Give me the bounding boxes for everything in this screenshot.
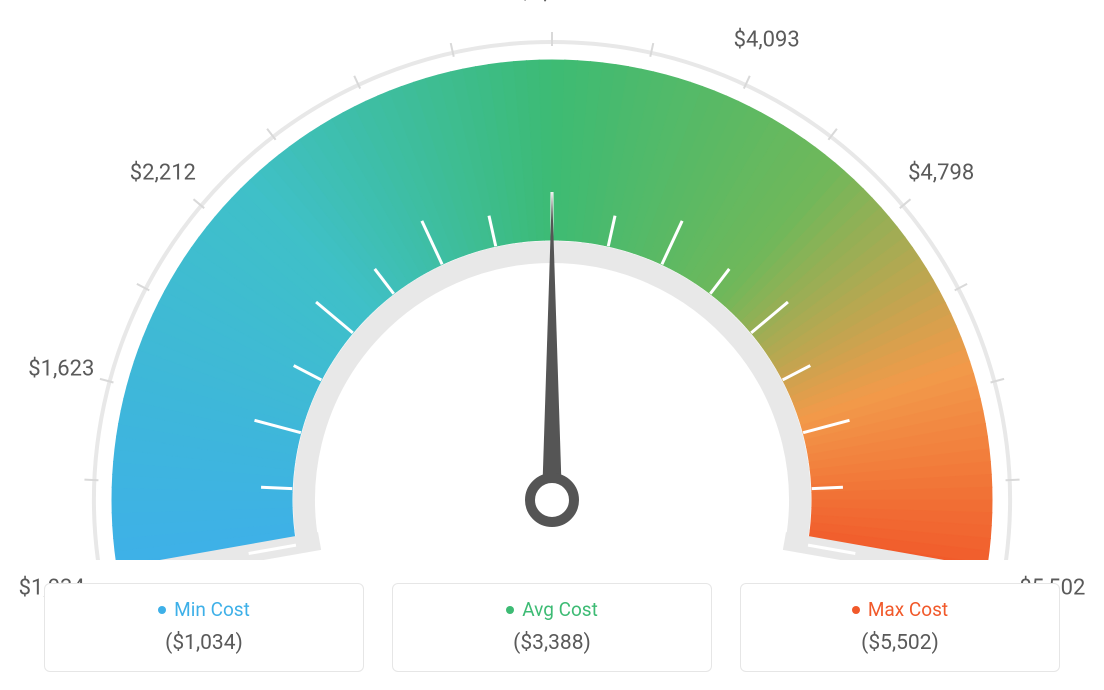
legend-card: Min Cost ($1,034) (44, 583, 364, 672)
gauge-svg (0, 0, 1104, 560)
gauge-tick-label: $4,798 (908, 161, 974, 186)
gauge-tick-label: $3,388 (519, 0, 585, 5)
legend-value: ($5,502) (751, 631, 1049, 655)
legend-row: Min Cost ($1,034) Avg Cost ($3,388) Max Cost… (0, 583, 1104, 672)
legend-title: Max Cost (852, 598, 948, 621)
legend-title: Avg Cost (506, 598, 598, 621)
legend-card: Avg Cost ($3,388) (392, 583, 712, 672)
gauge-tick-label: $2,212 (130, 161, 196, 186)
gauge-chart: $1,034$1,623$2,212$3,388$4,093$4,798$5,5… (0, 0, 1104, 560)
legend-card: Max Cost ($5,502) (740, 583, 1060, 672)
gauge-tick-label: $4,093 (734, 27, 800, 52)
legend-value: ($3,388) (403, 631, 701, 655)
legend-title-text: Min Cost (174, 598, 250, 621)
legend-value: ($1,034) (55, 631, 353, 655)
legend-dot-icon (852, 606, 860, 614)
legend-dot-icon (158, 606, 166, 614)
legend-title: Min Cost (158, 598, 250, 621)
legend-title-text: Avg Cost (522, 598, 598, 621)
legend-title-text: Max Cost (868, 598, 948, 621)
legend-dot-icon (506, 606, 514, 614)
gauge-tick-label: $1,623 (28, 356, 94, 381)
